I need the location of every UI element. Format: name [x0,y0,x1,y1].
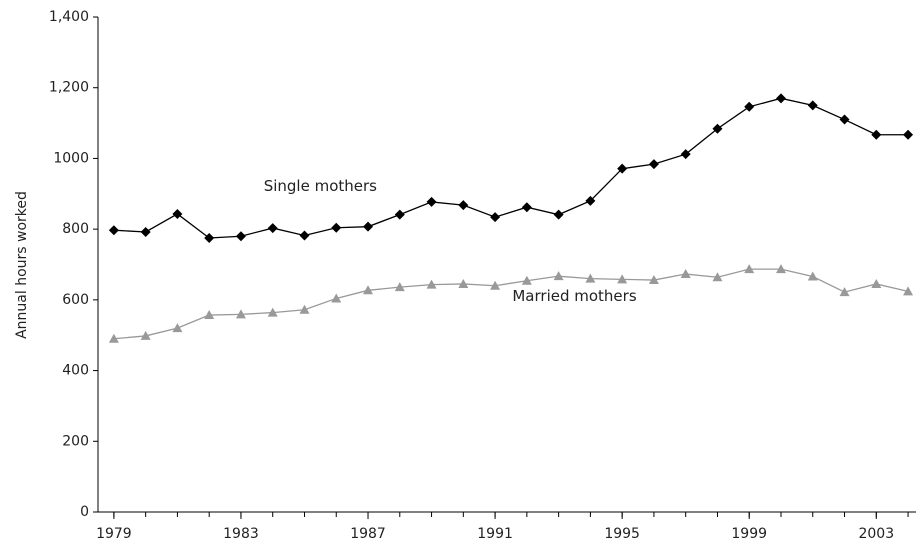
x-tick-label: 1995 [604,526,640,542]
y-tick-label: 1000 [53,150,89,166]
point [331,222,342,233]
point [839,114,850,125]
point [871,129,882,140]
point [775,264,786,274]
point [744,101,755,112]
point [426,196,437,207]
x-tick-label: 1991 [477,526,513,542]
point [553,271,564,281]
point [299,304,310,314]
y-axis-label: Annual hours worked [14,191,30,339]
x-tick-label: 1979 [96,526,132,542]
point [108,225,119,236]
point [363,285,374,295]
point [617,274,628,284]
point [648,159,659,170]
point [299,230,310,241]
point [394,209,405,220]
point [807,100,818,111]
y-tick-label: 200 [62,433,89,449]
point [140,330,151,340]
point [204,310,215,320]
point [331,293,342,303]
point [490,280,501,290]
point [744,264,755,274]
point [172,208,183,219]
point [871,278,882,288]
point [585,195,596,206]
point [267,307,278,317]
point [903,286,914,296]
y-tick-label: 1,400 [49,9,89,25]
point [521,275,532,285]
point [903,129,914,140]
point [585,273,596,283]
x-tick-label: 1987 [350,526,386,542]
point [235,231,246,242]
point [204,232,215,243]
point [680,149,691,160]
point [712,123,723,134]
y-tick-label: 600 [62,292,89,308]
point [172,323,183,333]
point [394,282,405,292]
x-tick-label: 1999 [731,526,767,542]
y-tick-label: 400 [62,363,89,379]
point [458,278,469,288]
point [807,271,818,281]
point [712,272,723,282]
point [426,279,437,289]
point [458,200,469,211]
x-tick-label: 2003 [858,526,894,542]
point [553,209,564,220]
y-tick-label: 800 [62,221,89,237]
point [680,269,691,279]
point [648,275,659,285]
point [617,163,628,174]
point [235,309,246,319]
point [140,226,151,237]
point [775,93,786,104]
point [490,212,501,223]
point [363,221,374,232]
annotation: Married mothers [512,287,636,305]
point [839,287,850,297]
annotation: Single mothers [264,177,377,195]
point [108,333,119,343]
y-tick-label: 1,200 [49,80,89,96]
x-tick-label: 1983 [223,526,259,542]
point [521,202,532,213]
series-line [113,268,909,340]
y-tick-label: 0 [80,504,89,520]
point [267,223,278,234]
series-line [113,97,909,239]
